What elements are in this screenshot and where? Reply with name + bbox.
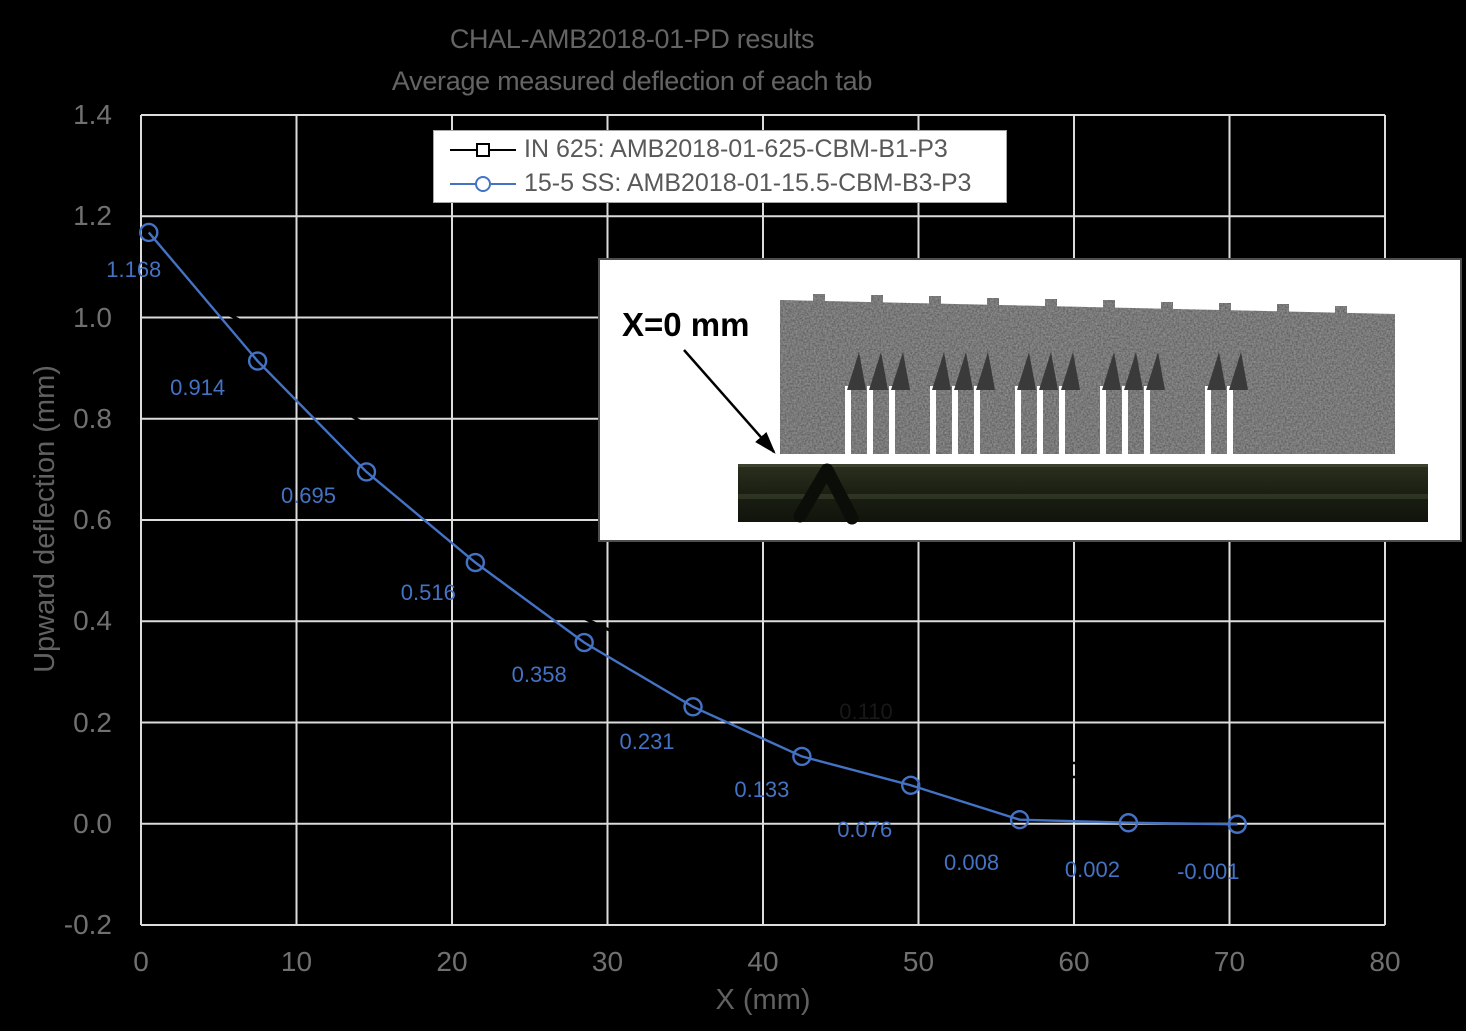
- series-marker-circle: [465, 552, 486, 573]
- series-marker-circle: [1118, 813, 1139, 833]
- x-tick-label: 30: [591, 946, 624, 977]
- inset-annotation-x0: X=0 mm: [622, 306, 750, 343]
- chart-title: CHAL-AMB2018-01-PD results: [449, 24, 815, 54]
- x-tick-label: 0: [133, 946, 149, 977]
- x-tick-label: 40: [747, 946, 779, 977]
- series-marker-circle: [356, 462, 377, 482]
- y-tick-label: -0.2: [63, 909, 112, 940]
- in625-line-artifact: [329, 401, 379, 434]
- in625-line-artifact: [559, 605, 621, 637]
- y-tick-label: 0.8: [73, 402, 112, 434]
- x-tick-label: 80: [1369, 946, 1401, 977]
- x-tick-label: 70: [1213, 946, 1246, 977]
- series-marker-circle: [574, 632, 594, 653]
- x-tick-label: 50: [902, 946, 935, 977]
- series-marker-circle: [1009, 810, 1030, 830]
- legend-item-15-5ss: 15-5 SS: AMB2018-01-15.5-CBM-B3-P3: [450, 168, 1006, 199]
- x-tick-label: 60: [1058, 946, 1090, 977]
- inset-marker-A: [793, 463, 859, 525]
- y-tick-label: 0.2: [73, 706, 112, 738]
- x-tick-label: 20: [436, 946, 468, 977]
- series-marker-circle: [247, 351, 268, 371]
- x-axis-title: X (mm): [715, 984, 811, 1016]
- chart-subtitle: Average measured deflection of each tab: [391, 66, 873, 96]
- inset-deflection-gap: [776, 454, 1399, 464]
- legend-marker-circle-icon: [450, 175, 516, 192]
- legend-marker-square-icon: [450, 142, 516, 157]
- inset-tab-slits: [845, 352, 1248, 454]
- legend: IN 625: AMB2018-01-625-CBM-B1-P3 15-5 SS…: [433, 130, 1007, 203]
- series-marker-circle: [683, 697, 703, 717]
- series-marker-circle: [901, 775, 921, 795]
- in625-marker-artifact: [1061, 761, 1079, 779]
- legend-label-in625: IN 625: AMB2018-01-625-CBM-B1-P3: [524, 135, 948, 163]
- y-tick-label: 0.4: [73, 605, 112, 637]
- legend-item-in625: IN 625: AMB2018-01-625-CBM-B1-P3: [450, 134, 1006, 165]
- x-tick-label: 10: [280, 946, 313, 977]
- y-tick-label: 0.6: [73, 504, 112, 535]
- series-marker-circle: [1227, 814, 1247, 834]
- y-tick-label: 1.4: [73, 99, 112, 130]
- inset-photo: X=0 mm: [598, 258, 1462, 542]
- y-tick-label: 0.0: [73, 807, 112, 839]
- series-marker-circle: [139, 222, 159, 243]
- legend-label-15-5ss: 15-5 SS: AMB2018-01-15.5-CBM-B3-P3: [524, 169, 972, 197]
- annotation-arrow: [683, 349, 776, 454]
- series-marker-circle: [792, 746, 812, 767]
- y-tick-label: 1.0: [73, 301, 112, 333]
- series-line-15-5ss: [147, 231, 1238, 826]
- y-tick-label: 1.2: [73, 200, 112, 232]
